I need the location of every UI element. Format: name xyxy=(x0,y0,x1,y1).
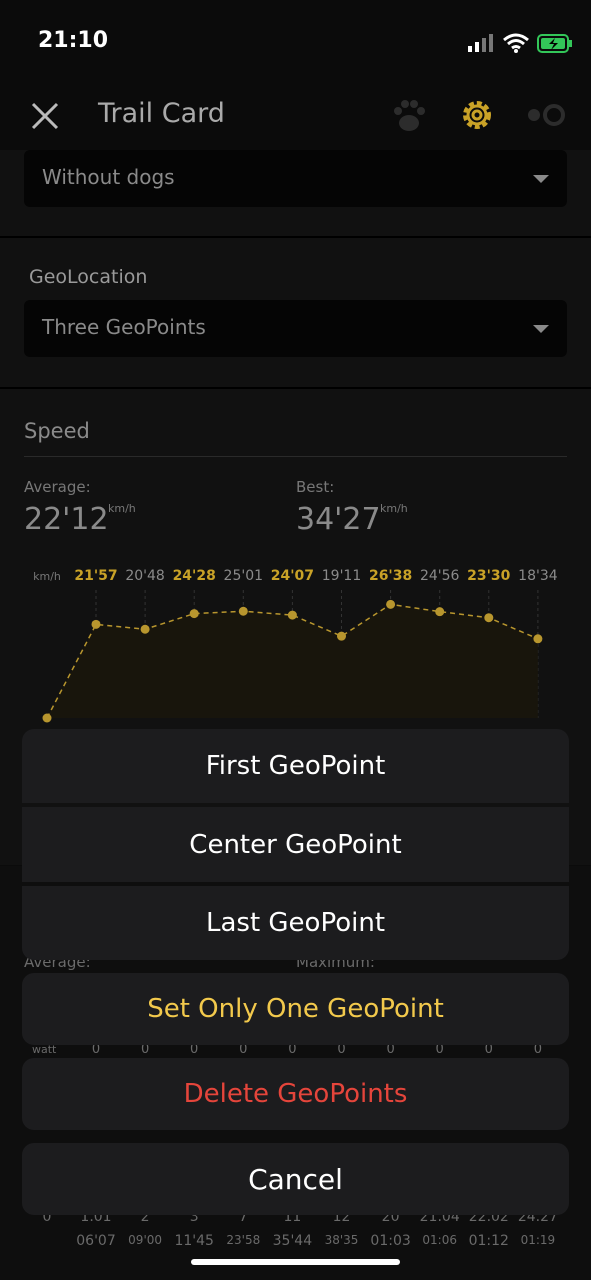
header-icons xyxy=(394,100,565,131)
status-time: 21:10 xyxy=(38,28,109,53)
speed-chart: km/h 21'57 20'48 24'28 25'01 24'07 19'11 26'38 2… xyxy=(33,568,558,723)
background-label: 0 xyxy=(484,1042,493,1057)
value-label: 26'38 xyxy=(369,568,412,584)
background-label: 0 xyxy=(140,1042,150,1057)
best-label: Best: xyxy=(296,478,335,496)
point xyxy=(140,624,150,634)
background-label: 2 xyxy=(140,1209,150,1225)
geo-select[interactable]: Three GeoPoints xyxy=(24,300,567,357)
set-one-button[interactable]: Set Only One GeoPoint xyxy=(22,973,569,1045)
speed-title: Speed xyxy=(24,419,90,443)
value-label: 21'57 xyxy=(74,568,117,584)
select-value: Three GeoPoints xyxy=(42,315,206,339)
background-label: 0 xyxy=(288,1042,297,1057)
point xyxy=(189,609,199,619)
point xyxy=(435,607,445,617)
option-button[interactable]: Last GeoPoint xyxy=(22,886,569,960)
toggle[interactable] xyxy=(528,104,565,126)
chart-unit: km/h xyxy=(33,570,61,583)
value-label: 24'28 xyxy=(173,568,216,584)
point xyxy=(42,713,52,723)
settings-icon[interactable] xyxy=(463,101,491,129)
background-label: 06'07 xyxy=(76,1233,116,1249)
background-label: 0 xyxy=(533,1042,543,1057)
background-label: 01:06 xyxy=(422,1233,457,1247)
background-label: 0 xyxy=(386,1042,395,1057)
power-unit: watt xyxy=(32,1043,57,1056)
background-label: 0 xyxy=(91,1042,101,1057)
point xyxy=(386,599,396,609)
select-value: Without dogs xyxy=(42,165,175,189)
background-label: 3 xyxy=(189,1209,199,1225)
point xyxy=(287,610,297,620)
background-label: 01:19 xyxy=(520,1233,556,1247)
value-label: 19'11 xyxy=(322,568,361,584)
value-label: 23'30 xyxy=(467,568,511,584)
background-label: 38'35 xyxy=(324,1233,359,1247)
point xyxy=(533,634,543,644)
background-label: 01:03 xyxy=(370,1233,411,1249)
value-label: 18'34 xyxy=(518,568,558,584)
header-title: Trail Card xyxy=(98,98,225,129)
background-label: 7 xyxy=(238,1209,248,1225)
best-value: 34'27 xyxy=(296,502,381,537)
option-button[interactable]: First GeoPoint xyxy=(22,729,569,803)
option-button[interactable]: Center GeoPoint xyxy=(22,807,569,882)
dogs-select[interactable]: Without dogs xyxy=(24,150,567,207)
point xyxy=(91,619,101,629)
unit: km/h xyxy=(380,502,408,515)
value-label: 24'07 xyxy=(271,568,314,584)
value-label: 24'56 xyxy=(420,568,460,584)
background-label: 35'44 xyxy=(272,1233,313,1249)
divider xyxy=(24,456,567,457)
point xyxy=(337,631,346,641)
value-label: 25'01 xyxy=(224,568,263,584)
average-label: Average: xyxy=(24,478,91,496)
unit: km/h xyxy=(108,502,136,515)
cancel-button[interactable]: Cancel xyxy=(22,1143,569,1215)
background-label: 09'00 xyxy=(128,1233,163,1247)
background-label: 0 xyxy=(435,1042,444,1057)
close-button[interactable] xyxy=(30,101,60,131)
average-value: 22'12 xyxy=(24,502,109,537)
background-label: 0 xyxy=(190,1042,199,1057)
point xyxy=(484,613,494,623)
area xyxy=(47,604,538,718)
background-label: 11'45 xyxy=(174,1233,214,1249)
home-indicator xyxy=(191,1259,400,1265)
status-icons xyxy=(468,33,572,53)
divider xyxy=(0,236,591,238)
background-label: 01:12 xyxy=(468,1233,509,1249)
background-label: 0 xyxy=(337,1042,346,1057)
background-label: 23'58 xyxy=(226,1233,261,1247)
divider xyxy=(0,387,591,389)
line xyxy=(46,603,539,719)
value-label: 20'48 xyxy=(125,568,164,584)
background-label: 0 xyxy=(42,1209,52,1225)
background-label: 0 xyxy=(239,1042,248,1057)
delete-button[interactable]: Delete GeoPoints xyxy=(22,1058,569,1130)
geo-label: GeoLocation xyxy=(29,266,148,288)
point xyxy=(238,606,248,616)
paw-icon[interactable] xyxy=(394,100,425,131)
